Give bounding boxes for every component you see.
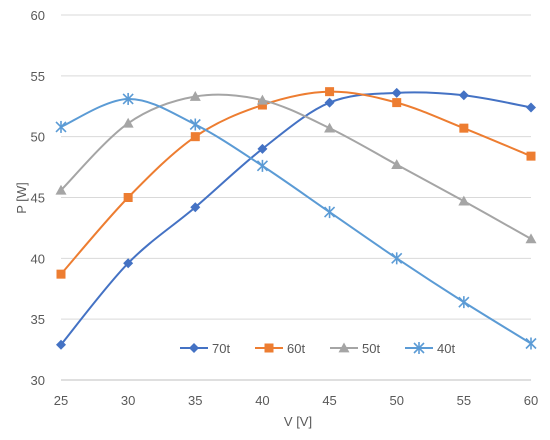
data-point bbox=[55, 120, 67, 133]
data-point bbox=[123, 258, 134, 269]
x-tick-label: 45 bbox=[322, 393, 336, 408]
x-axis-title: V [V] bbox=[284, 414, 312, 429]
data-point bbox=[123, 193, 133, 202]
data-point bbox=[55, 184, 67, 195]
legend-marker bbox=[413, 342, 425, 354]
series-70t bbox=[56, 87, 536, 350]
data-point bbox=[256, 94, 268, 105]
legend-marker bbox=[189, 343, 199, 353]
x-tick-label: 50 bbox=[389, 393, 403, 408]
legend-label: 40t bbox=[437, 341, 455, 356]
legend-item: 70t bbox=[180, 341, 230, 356]
x-tick-label: 30 bbox=[121, 393, 135, 408]
legend-label: 60t bbox=[287, 341, 305, 356]
x-tick-label: 40 bbox=[255, 393, 269, 408]
data-point bbox=[525, 337, 537, 350]
legend-item: 50t bbox=[330, 341, 380, 356]
y-tick-label: 35 bbox=[31, 312, 45, 327]
y-tick-label: 60 bbox=[31, 8, 45, 23]
legend-label: 50t bbox=[362, 341, 380, 356]
data-point bbox=[324, 97, 335, 108]
data-point bbox=[391, 159, 403, 170]
x-tick-label: 35 bbox=[188, 393, 202, 408]
y-tick-label: 40 bbox=[31, 251, 45, 266]
legend-label: 70t bbox=[212, 341, 230, 356]
data-point bbox=[324, 122, 336, 133]
data-point bbox=[256, 159, 268, 172]
x-tick-label: 55 bbox=[457, 393, 471, 408]
y-tick-label: 45 bbox=[31, 191, 45, 206]
data-point bbox=[392, 98, 402, 108]
legend-marker bbox=[264, 343, 274, 353]
data-point bbox=[458, 195, 470, 206]
x-tick-label: 60 bbox=[524, 393, 538, 408]
data-point bbox=[56, 339, 66, 350]
series-line bbox=[60, 90, 532, 275]
series-line bbox=[60, 93, 532, 240]
legend-marker bbox=[338, 342, 350, 353]
series-40t bbox=[55, 92, 537, 350]
data-point bbox=[122, 117, 134, 128]
data-point bbox=[190, 132, 200, 142]
data-point bbox=[526, 102, 536, 113]
data-point bbox=[189, 91, 201, 101]
legend: 70t 60t 50t 40t bbox=[180, 341, 455, 356]
y-axis-title: P [W] bbox=[14, 182, 29, 214]
y-tick-label: 30 bbox=[31, 373, 45, 388]
data-point bbox=[458, 90, 469, 101]
axes: 30 35 40 45 50 55 60 25 30 35 40 45 50 55 60 bbox=[31, 8, 539, 408]
data-point bbox=[190, 202, 201, 213]
series-group bbox=[55, 87, 537, 350]
data-point bbox=[56, 269, 66, 279]
series-50t bbox=[55, 91, 537, 244]
data-point bbox=[526, 151, 536, 161]
y-tick-label: 50 bbox=[31, 130, 45, 145]
data-point bbox=[391, 87, 402, 98]
data-point bbox=[122, 92, 134, 105]
data-point bbox=[257, 100, 267, 110]
grid bbox=[61, 14, 531, 320]
y-tick-label: 55 bbox=[31, 69, 45, 84]
data-point bbox=[324, 206, 336, 219]
data-point bbox=[459, 123, 469, 133]
legend-item: 40t bbox=[405, 341, 455, 356]
data-point bbox=[391, 252, 403, 265]
legend-item: 60t bbox=[255, 341, 305, 356]
x-tick-label: 25 bbox=[54, 393, 68, 408]
data-point bbox=[325, 87, 335, 97]
data-point bbox=[525, 233, 537, 244]
data-point bbox=[189, 118, 201, 131]
data-point bbox=[257, 143, 268, 154]
series-line bbox=[60, 97, 532, 345]
series-60t bbox=[56, 87, 536, 279]
data-point bbox=[458, 296, 470, 309]
